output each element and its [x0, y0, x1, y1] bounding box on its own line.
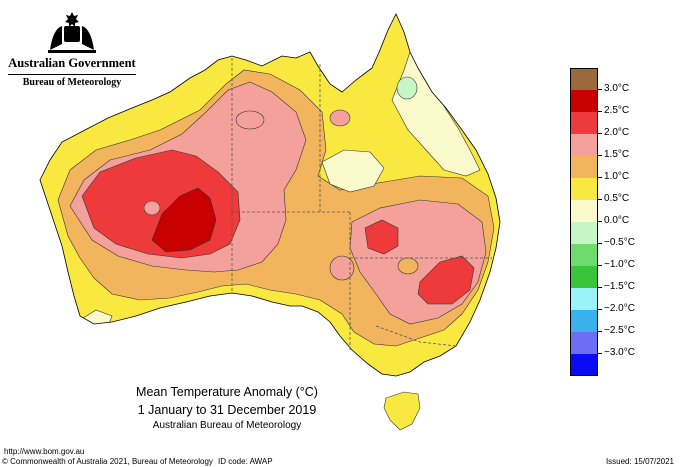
- band-1-0-1-5-pocket: [397, 257, 419, 275]
- government-logo: Australian Government Bureau of Meteorol…: [8, 10, 136, 88]
- legend-tick: [598, 353, 602, 354]
- legend-label: 1.0°C: [604, 171, 630, 182]
- legend-label: 0.5°C: [604, 193, 630, 204]
- legend-tick: [598, 111, 602, 112]
- legend-label: −1.0°C: [604, 259, 635, 270]
- legend-tick: [598, 221, 602, 222]
- legend-swatch: [570, 134, 598, 156]
- band-1-5-2-0-pocket: [143, 200, 161, 216]
- legend-row: −0.5°C: [570, 222, 650, 248]
- legend-tick: [598, 89, 602, 90]
- legend-swatch: [570, 90, 598, 112]
- legend-row: 2.5°C: [570, 90, 650, 116]
- legend-swatch: [570, 200, 598, 222]
- copyright: © Commonwealth of Australia 2021, Bureau…: [2, 457, 213, 466]
- legend-row: −3.0°C: [570, 332, 650, 358]
- footer: © Commonwealth of Australia 2021, Bureau…: [0, 457, 680, 467]
- legend-label: −2.5°C: [604, 325, 635, 336]
- legend-tick: [598, 155, 602, 156]
- legend-label: −1.5°C: [604, 281, 635, 292]
- band-1-5-2-0-sa: [329, 255, 355, 281]
- bureau-name: Bureau of Meteorology: [8, 74, 136, 88]
- legend-tick: [598, 243, 602, 244]
- title-line-1: Mean Temperature Anomaly (°C): [136, 385, 318, 399]
- legend-row: −2.5°C: [570, 310, 650, 336]
- legend: 3.0°C 2.5°C 2.0°C 1.5°C 1.0°C 0.5°C 0.0°C −0.5°…: [570, 68, 650, 376]
- legend-row: [570, 354, 650, 376]
- legend-label: −2.0°C: [604, 303, 635, 314]
- state-borders: [231, 58, 492, 350]
- tasmania: [383, 391, 421, 431]
- title-line-2: 1 January to 31 December 2019: [137, 403, 317, 417]
- band-0-0-5-inland: [321, 149, 385, 193]
- legend-tick: [598, 309, 602, 310]
- legend-label: 2.0°C: [604, 127, 630, 138]
- legend-swatch: [570, 112, 598, 134]
- legend-tick: [598, 265, 602, 266]
- legend-label: −3.0°C: [604, 347, 635, 358]
- band-neg-0-5-0: [396, 76, 418, 100]
- legend-row: 3.0°C: [570, 68, 650, 94]
- legend-swatch: [570, 156, 598, 178]
- legend-label: 0.0°C: [604, 215, 630, 226]
- legend-tick: [598, 199, 602, 200]
- band-1-5-2-0-gulf: [329, 109, 351, 127]
- legend-swatch: [570, 178, 598, 200]
- legend-label: 1.5°C: [604, 149, 630, 160]
- band-1-5-2-0-kimberley: [235, 110, 265, 130]
- legend-swatch: [570, 222, 598, 244]
- legend-label: 3.0°C: [604, 83, 630, 94]
- coat-of-arms-icon: [48, 12, 96, 53]
- legend-row: −1.0°C: [570, 244, 650, 270]
- legend-tick: [598, 177, 602, 178]
- legend-label: 2.5°C: [604, 105, 630, 116]
- legend-swatch: [570, 332, 598, 354]
- legend-swatch: [570, 244, 598, 266]
- legend-tick: [598, 331, 602, 332]
- website-link[interactable]: http://www.bom.gov.au: [4, 447, 85, 456]
- legend-swatch: [570, 266, 598, 288]
- legend-row: −1.5°C: [570, 266, 650, 292]
- title-line-3: Australian Bureau of Meteorology: [152, 420, 302, 431]
- band-0-0-5-gulf-pocket: [314, 319, 332, 333]
- legend-tick: [598, 133, 602, 134]
- legend-swatch: [570, 68, 598, 90]
- nsw-vic-border: [375, 325, 457, 347]
- legend-row: 0.5°C: [570, 178, 650, 204]
- legend-tick: [598, 287, 602, 288]
- government-name: Australian Government: [8, 56, 136, 70]
- id-code: ID code: AWAP: [218, 457, 273, 466]
- legend-row: 1.0°C: [570, 156, 650, 182]
- legend-row: 2.0°C: [570, 112, 650, 138]
- legend-row: −2.0°C: [570, 288, 650, 314]
- legend-swatch: [570, 288, 598, 310]
- band-2-0-2-5-east-b: [417, 255, 475, 305]
- map-title: Mean Temperature Anomaly (°C) 1 January …: [122, 385, 332, 431]
- band-2-0-2-5-east-a: [364, 219, 399, 255]
- legend-row: 0.0°C: [570, 200, 650, 226]
- band-2-5-3-0: [151, 187, 217, 253]
- issued-date: Issued: 15/07/2021: [605, 457, 674, 466]
- legend-swatch: [570, 354, 598, 376]
- australia-coastline: [39, 13, 501, 377]
- legend-label: −0.5°C: [604, 237, 635, 248]
- legend-row: 1.5°C: [570, 134, 650, 160]
- legend-swatch: [570, 310, 598, 332]
